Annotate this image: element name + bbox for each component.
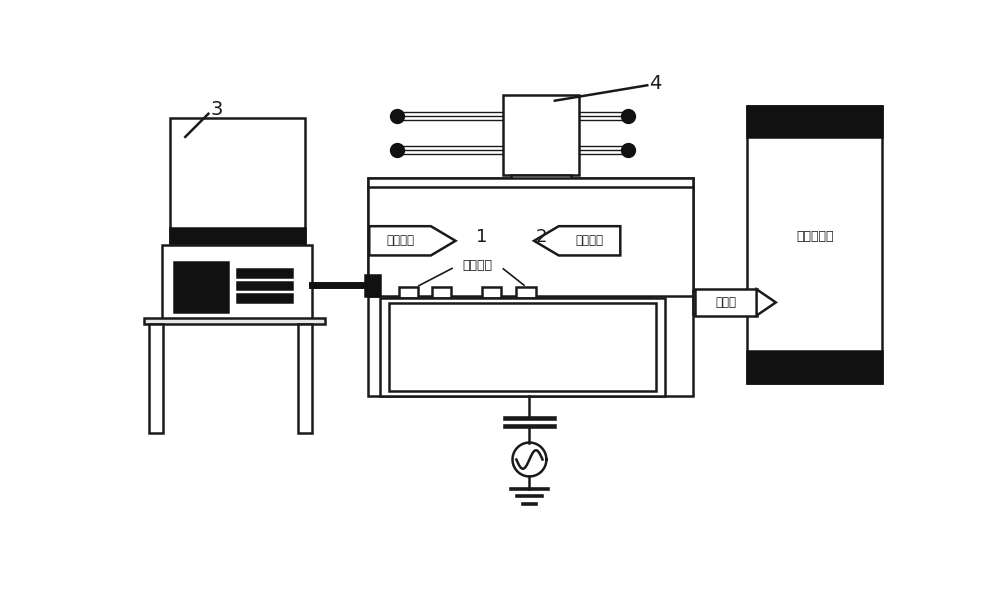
Text: 刻㓨样品: 刻㓨样品 [463, 259, 493, 272]
Text: 1: 1 [476, 228, 487, 246]
Bar [482, 287, 501, 298]
Bar [368, 178, 693, 396]
Text: 刻㓨气体: 刻㓨气体 [576, 234, 604, 247]
Bar [511, 174, 571, 182]
Bar [747, 351, 882, 383]
Text: 2: 2 [536, 228, 548, 246]
Bar [237, 294, 292, 302]
Polygon shape [757, 289, 776, 316]
Polygon shape [534, 226, 620, 255]
Bar [144, 318, 325, 324]
Bar [747, 106, 882, 383]
Text: 4: 4 [650, 74, 662, 93]
Bar [399, 287, 418, 298]
Polygon shape [369, 226, 456, 255]
Bar [389, 298, 651, 305]
Bar [389, 303, 656, 391]
Bar [170, 228, 305, 244]
Bar [380, 298, 665, 396]
Bar [432, 287, 451, 298]
Bar [237, 269, 292, 277]
Text: 真空分子泵: 真空分子泵 [796, 230, 833, 243]
Bar [162, 244, 312, 319]
Bar [516, 287, 536, 298]
Bar [747, 106, 882, 137]
Bar [237, 282, 292, 289]
Bar [503, 94, 579, 175]
Bar [368, 178, 693, 187]
Bar [491, 182, 591, 187]
Bar [365, 275, 380, 296]
Bar [174, 261, 228, 312]
Bar [298, 324, 312, 434]
Bar [693, 291, 715, 314]
Text: 抽真空: 抽真空 [715, 296, 736, 309]
Bar [170, 117, 305, 244]
Bar [149, 324, 163, 434]
Bar [368, 187, 693, 296]
Text: 3: 3 [211, 100, 223, 119]
Text: 刻㓨气体: 刻㓨气体 [386, 234, 414, 247]
Bar [695, 289, 757, 316]
